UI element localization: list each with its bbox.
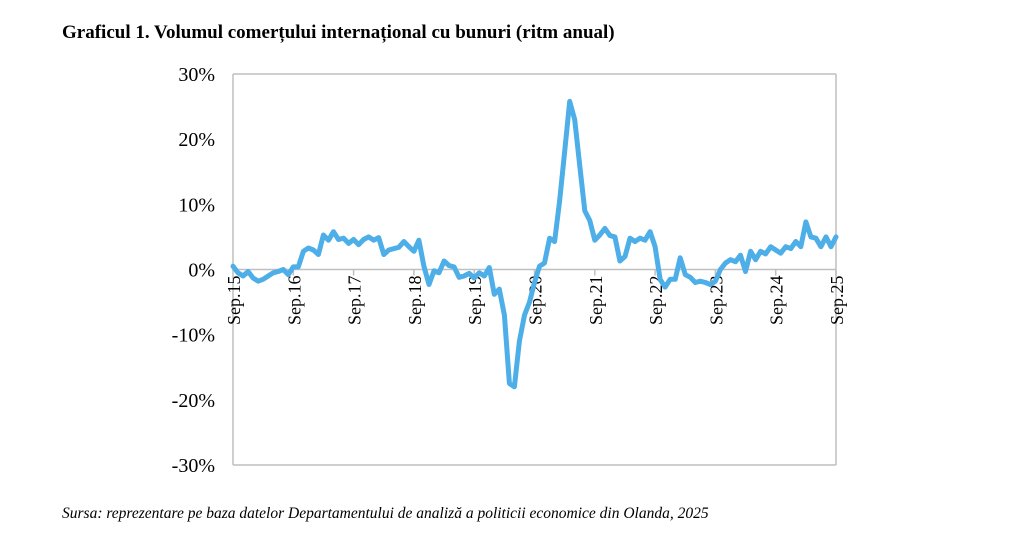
y-tick-label: 0% bbox=[188, 260, 215, 282]
y-tick-label: 30% bbox=[178, 64, 215, 86]
y-tick-label: 20% bbox=[178, 129, 215, 151]
chart-title: Graficul 1. Volumul comerțului internați… bbox=[62, 22, 615, 43]
y-tick-label: -10% bbox=[172, 325, 215, 347]
x-tick-label: Sep.15 bbox=[224, 276, 244, 326]
x-tick-label: Sep.25 bbox=[827, 276, 847, 326]
x-tick-label: Sep.22 bbox=[646, 276, 666, 326]
x-tick-label: Sep.16 bbox=[284, 276, 304, 326]
y-axis-labels: 30% 20% 10% 0% -10% -20% -30% bbox=[172, 64, 215, 477]
x-tick-label: Sep.21 bbox=[586, 276, 606, 326]
x-tick-label: Sep.20 bbox=[526, 276, 546, 326]
x-tick-label: Sep.18 bbox=[405, 276, 425, 326]
source-note: Sursa: reprezentare pe baza datelor Depa… bbox=[62, 505, 709, 522]
x-tick-label: Sep.24 bbox=[767, 276, 787, 326]
trade-volume-series-line bbox=[230, 98, 839, 390]
y-tick-label: -20% bbox=[172, 390, 215, 412]
y-tick-label: 10% bbox=[178, 194, 215, 216]
y-tick-label: -30% bbox=[172, 455, 215, 477]
x-tick-label: Sep.19 bbox=[465, 276, 485, 326]
x-axis-labels: Sep.15 Sep.16 Sep.17 Sep.18 Sep.19 Sep.20 Sep.… bbox=[224, 276, 847, 326]
x-tick-label: Sep.23 bbox=[706, 276, 726, 326]
x-tick-label: Sep.17 bbox=[345, 276, 365, 326]
